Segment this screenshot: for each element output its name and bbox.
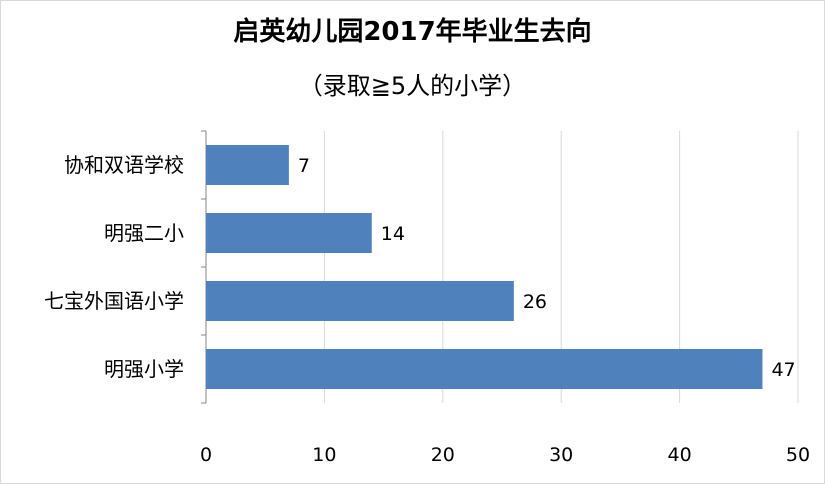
x-tick-label: 0 <box>200 444 212 466</box>
x-tick-label: 50 <box>786 444 810 466</box>
x-tick-label: 30 <box>549 444 573 466</box>
bar <box>206 281 514 321</box>
data-label: 14 <box>381 223 405 245</box>
x-tick-label: 40 <box>668 444 692 466</box>
category-label: 明强二小 <box>104 221 184 245</box>
chart-title: 启英幼儿园2017年毕业生去向 <box>233 17 592 47</box>
category-label: 协和双语学校 <box>64 153 184 177</box>
x-tick-label: 10 <box>312 444 336 466</box>
category-label: 七宝外国语小学 <box>44 289 184 313</box>
category-label: 明强小学 <box>104 357 184 381</box>
chart-subtitle: （录取≧5人的小学） <box>298 72 527 100</box>
data-label: 26 <box>523 291 547 313</box>
x-tick-label: 20 <box>431 444 455 466</box>
bar <box>206 349 763 389</box>
bar <box>206 213 372 253</box>
bar <box>206 145 289 185</box>
data-label: 47 <box>771 359 795 381</box>
data-label: 7 <box>298 155 310 177</box>
